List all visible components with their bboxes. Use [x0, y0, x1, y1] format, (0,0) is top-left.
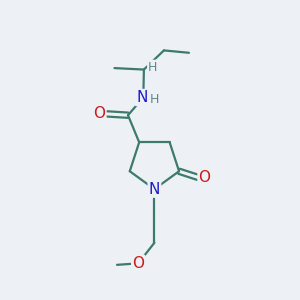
Text: N: N	[136, 90, 148, 105]
Text: H: H	[150, 92, 159, 106]
Text: O: O	[132, 256, 144, 271]
Text: N: N	[149, 182, 160, 197]
Text: O: O	[199, 170, 211, 185]
Text: H: H	[148, 61, 158, 74]
Text: O: O	[93, 106, 105, 121]
